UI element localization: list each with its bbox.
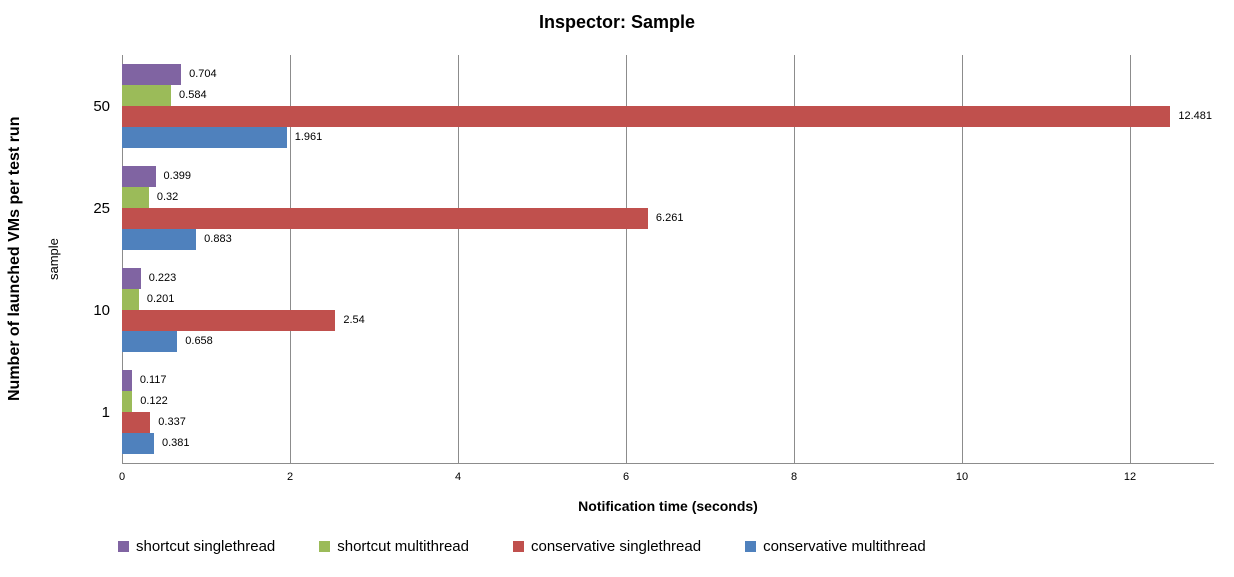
chart-title: Inspector: Sample (538, 12, 696, 32)
bar-value-label: 2.54 (343, 314, 365, 326)
legend-marker (745, 541, 757, 552)
bar-value-label: 0.223 (148, 272, 177, 284)
bar-shortcut-multithread-cat-25 (122, 187, 149, 208)
legend-marker (512, 541, 524, 552)
legend: shortcut singlethread shortcut multithrea… (118, 538, 926, 555)
bar-value-label: 0.584 (179, 89, 207, 101)
legend-item-shortcut-multithread: shortcut multithread (319, 538, 469, 555)
category-label-1: 1 (101, 403, 110, 421)
bar-value-label: 0.32 (156, 191, 179, 203)
bar-conservative-singlethread-cat-1 (122, 412, 151, 433)
x-tick-label-6: 6 (622, 471, 630, 483)
bar-value-label: 12.481 (1178, 110, 1213, 122)
bar-value-label: 0.704 (189, 68, 217, 80)
bar-conservative-multithread-cat-10 (122, 331, 178, 352)
category-label-25: 25 (93, 199, 110, 217)
gridline-x-2 (290, 55, 291, 463)
legend-marker (118, 541, 129, 552)
bar-value-label: 0.883 (204, 233, 232, 245)
x-tick-label-0: 0 (118, 471, 126, 483)
bar-shortcut-singlethread-cat-1 (122, 370, 132, 391)
bar-conservative-multithread-cat-25 (122, 229, 197, 250)
bar-conservative-singlethread-cat-25 (122, 208, 648, 229)
category-label-10: 10 (93, 301, 110, 319)
bar-shortcut-multithread-cat-10 (122, 289, 139, 310)
bar-conservative-singlethread-cat-50 (122, 106, 1171, 127)
bar-value-label: 1.961 (294, 131, 323, 143)
bar-shortcut-multithread-cat-50 (122, 85, 172, 106)
bar-conservative-multithread-cat-50 (122, 127, 287, 148)
bar-value-label: 0.658 (185, 335, 213, 347)
gridline-x-4 (458, 55, 459, 463)
bar-value-label: 6.261 (655, 212, 684, 224)
bar-conservative-multithread-cat-1 (122, 433, 154, 454)
bar-shortcut-singlethread-cat-50 (122, 64, 182, 85)
legend-marker (319, 541, 331, 552)
legend-label: conservative multithread (763, 538, 926, 555)
x-tick-label-10: 10 (955, 471, 969, 483)
gridline-x-10 (962, 55, 963, 463)
bar-value-label: 0.117 (139, 374, 167, 386)
category-label-50: 50 (93, 97, 110, 115)
gridline-x-6 (626, 55, 627, 463)
bar-value-label: 0.122 (140, 395, 168, 407)
x-tick-label-4: 4 (454, 471, 462, 483)
bar-shortcut-singlethread-cat-25 (122, 166, 156, 187)
bar-value-label: 0.399 (163, 170, 192, 182)
legend-item-conservative-multithread: conservative multithread (745, 538, 926, 555)
gridline-x-12 (1130, 55, 1131, 463)
x-tick-label-8: 8 (790, 471, 798, 483)
bar-shortcut-singlethread-cat-10 (122, 268, 141, 289)
legend-label: shortcut multithread (337, 538, 469, 555)
x-axis-title: Notification time (seconds) (578, 498, 758, 514)
bar-value-label: 0.381 (162, 437, 190, 449)
bar-shortcut-multithread-cat-1 (122, 391, 133, 412)
x-tick-label-2: 2 (286, 471, 294, 483)
bar-conservative-singlethread-cat-10 (122, 310, 336, 331)
x-axis-line (122, 463, 1214, 464)
gridline-x-8 (794, 55, 795, 463)
legend-item-conservative-singlethread: conservative singlethread (512, 538, 702, 555)
legend-label: shortcut singlethread (136, 538, 276, 555)
legend-item-shortcut-singlethread: shortcut singlethread (118, 538, 275, 555)
bar-value-label: 0.337 (158, 416, 186, 428)
x-tick-label-12: 12 (1123, 471, 1137, 483)
plot-area: 0.704 0.584 12.481 1.961 0.399 0.32 6.261 0.883… (122, 55, 1214, 464)
legend-label: conservative singlethread (530, 538, 702, 555)
bar-value-label: 0.201 (146, 293, 175, 305)
gridline-x-0 (122, 55, 123, 463)
